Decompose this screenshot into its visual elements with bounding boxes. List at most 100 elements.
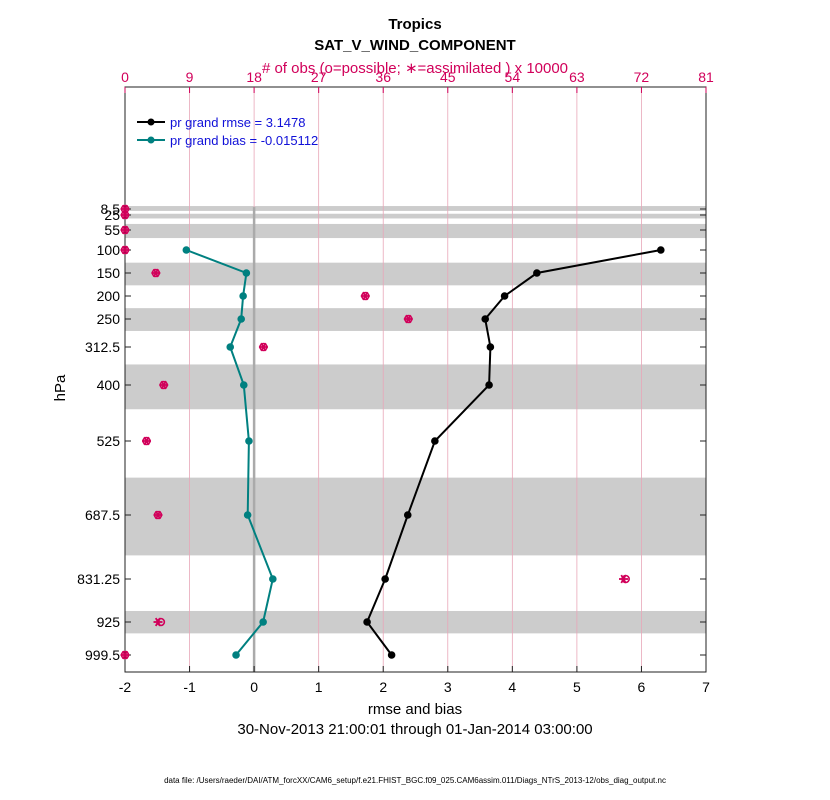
obs-assimilated-marker xyxy=(120,245,130,255)
asterisk-stroke xyxy=(405,314,412,324)
asterisk-stroke xyxy=(160,380,167,390)
bias-point xyxy=(269,575,277,583)
x-tick-label: 7 xyxy=(702,679,710,695)
y-tick-label: 25 xyxy=(104,207,120,223)
y-tick-label: 687.5 xyxy=(85,507,120,523)
y-tick-label: 400 xyxy=(97,377,121,393)
data-file-footer: data file: /Users/raeder/DAI/ATM_forcXX/… xyxy=(164,776,666,785)
asterisk-stroke xyxy=(121,650,129,660)
y-tick-label: 150 xyxy=(97,265,121,281)
bias-point xyxy=(182,246,191,254)
top-tick-label: 0 xyxy=(121,69,129,85)
obs-assimilated-marker xyxy=(120,650,130,660)
level-band xyxy=(125,308,706,331)
y-tick-label: 100 xyxy=(97,242,121,258)
x-tick-label: 4 xyxy=(508,679,516,695)
rmse-point xyxy=(481,315,490,323)
x-tick-label: -1 xyxy=(183,679,196,695)
level-bands xyxy=(125,206,706,634)
legend-rmse-marker xyxy=(147,118,155,126)
y-axis-label: hPa xyxy=(52,374,69,401)
top-axis-label: # of obs (o=possible; ∗=assimilated ) x … xyxy=(262,60,568,77)
obs-assimilated-marker xyxy=(153,617,163,627)
y-tick-label: 831.25 xyxy=(77,571,120,587)
obs-assimilated-marker xyxy=(258,342,268,352)
bias-point xyxy=(226,343,235,351)
level-band xyxy=(125,262,706,286)
asterisk-stroke xyxy=(620,574,627,584)
obs-assimilated-marker xyxy=(619,574,629,584)
top-tick-label: 72 xyxy=(634,69,650,85)
y-tick-label: 925 xyxy=(97,614,121,630)
rmse-point xyxy=(387,651,396,659)
plot-frame xyxy=(124,86,707,673)
top-tick-label: 36 xyxy=(375,69,391,85)
level-band xyxy=(125,213,706,219)
x-tick-label: 3 xyxy=(444,679,452,695)
x-tick-label: 2 xyxy=(379,679,387,695)
top-tick-label: 27 xyxy=(311,69,327,85)
bias-point xyxy=(239,292,247,300)
rmse-point xyxy=(500,292,509,300)
y-tick-label: 525 xyxy=(97,433,121,449)
bias-point xyxy=(259,618,267,626)
legend-bias-marker xyxy=(147,136,155,144)
level-band xyxy=(125,206,706,211)
x-tick-label: -2 xyxy=(119,679,132,695)
rmse-point xyxy=(486,343,495,351)
top-axis-ticks: 0 9 18 27 36 45 54 63 72 81 xyxy=(121,69,714,93)
level-band xyxy=(125,610,706,634)
asterisk-stroke xyxy=(121,245,129,255)
rmse-point xyxy=(431,437,439,445)
asterisk-stroke xyxy=(362,291,369,301)
bias-point xyxy=(237,315,245,323)
x-axis-label: rmse and bias xyxy=(368,701,462,718)
series-lines xyxy=(182,246,665,659)
obs-assimilated-marker xyxy=(360,291,370,301)
bias-point xyxy=(243,511,252,519)
y-tick-label: 312.5 xyxy=(85,339,120,355)
obs-assimilated-marker xyxy=(403,314,413,324)
asterisk-stroke xyxy=(143,436,150,446)
top-tick-label: 18 xyxy=(246,69,262,85)
rmse-point xyxy=(533,269,541,277)
asterisk-stroke xyxy=(121,210,129,220)
obs-assimilated-marker xyxy=(153,510,163,520)
chart-title: Tropics xyxy=(388,16,441,33)
rmse-point xyxy=(363,618,371,626)
chart-subtitle: SAT_V_WIND_COMPONENT xyxy=(314,37,515,54)
asterisk-stroke xyxy=(154,510,162,520)
rmse-point xyxy=(403,511,412,519)
bias-point xyxy=(245,437,253,445)
legend-rmse-label: pr grand rmse = 3.1478 xyxy=(170,115,306,130)
legend: pr grand rmse = 3.1478 pr grand bias = -… xyxy=(137,115,318,148)
x-tick-label: 1 xyxy=(315,679,323,695)
level-band xyxy=(125,364,706,410)
y-tick-label: 8.5 xyxy=(101,201,121,217)
legend-bias-label: pr grand bias = -0.015112 xyxy=(170,133,318,148)
bias-point xyxy=(232,651,240,659)
level-band xyxy=(125,223,706,239)
y-tick-label: 55 xyxy=(104,222,120,238)
x-tick-label: 0 xyxy=(250,679,258,695)
bottom-axis-ticks: -2 -1 0 1 2 3 4 5 6 7 xyxy=(119,666,710,695)
asterisk-stroke xyxy=(260,342,267,352)
x-tick-label: 6 xyxy=(638,679,646,695)
obs-assimilated-marker xyxy=(120,225,130,235)
bias-point xyxy=(239,381,248,389)
x-tick-label: 5 xyxy=(573,679,581,695)
y-tick-label: 250 xyxy=(97,311,121,327)
obs-count-markers xyxy=(120,204,630,660)
rmse-point xyxy=(485,381,493,389)
top-tick-label: 81 xyxy=(698,69,714,85)
level-band xyxy=(125,477,706,556)
y-tick-label: 999.5 xyxy=(85,647,120,663)
asterisk-stroke xyxy=(152,268,159,278)
rmse-point xyxy=(657,246,665,254)
top-tick-label: 45 xyxy=(440,69,456,85)
asterisk-stroke xyxy=(121,225,129,235)
obs-assimilated-marker xyxy=(142,436,152,446)
y-tick-label: 200 xyxy=(97,288,121,304)
